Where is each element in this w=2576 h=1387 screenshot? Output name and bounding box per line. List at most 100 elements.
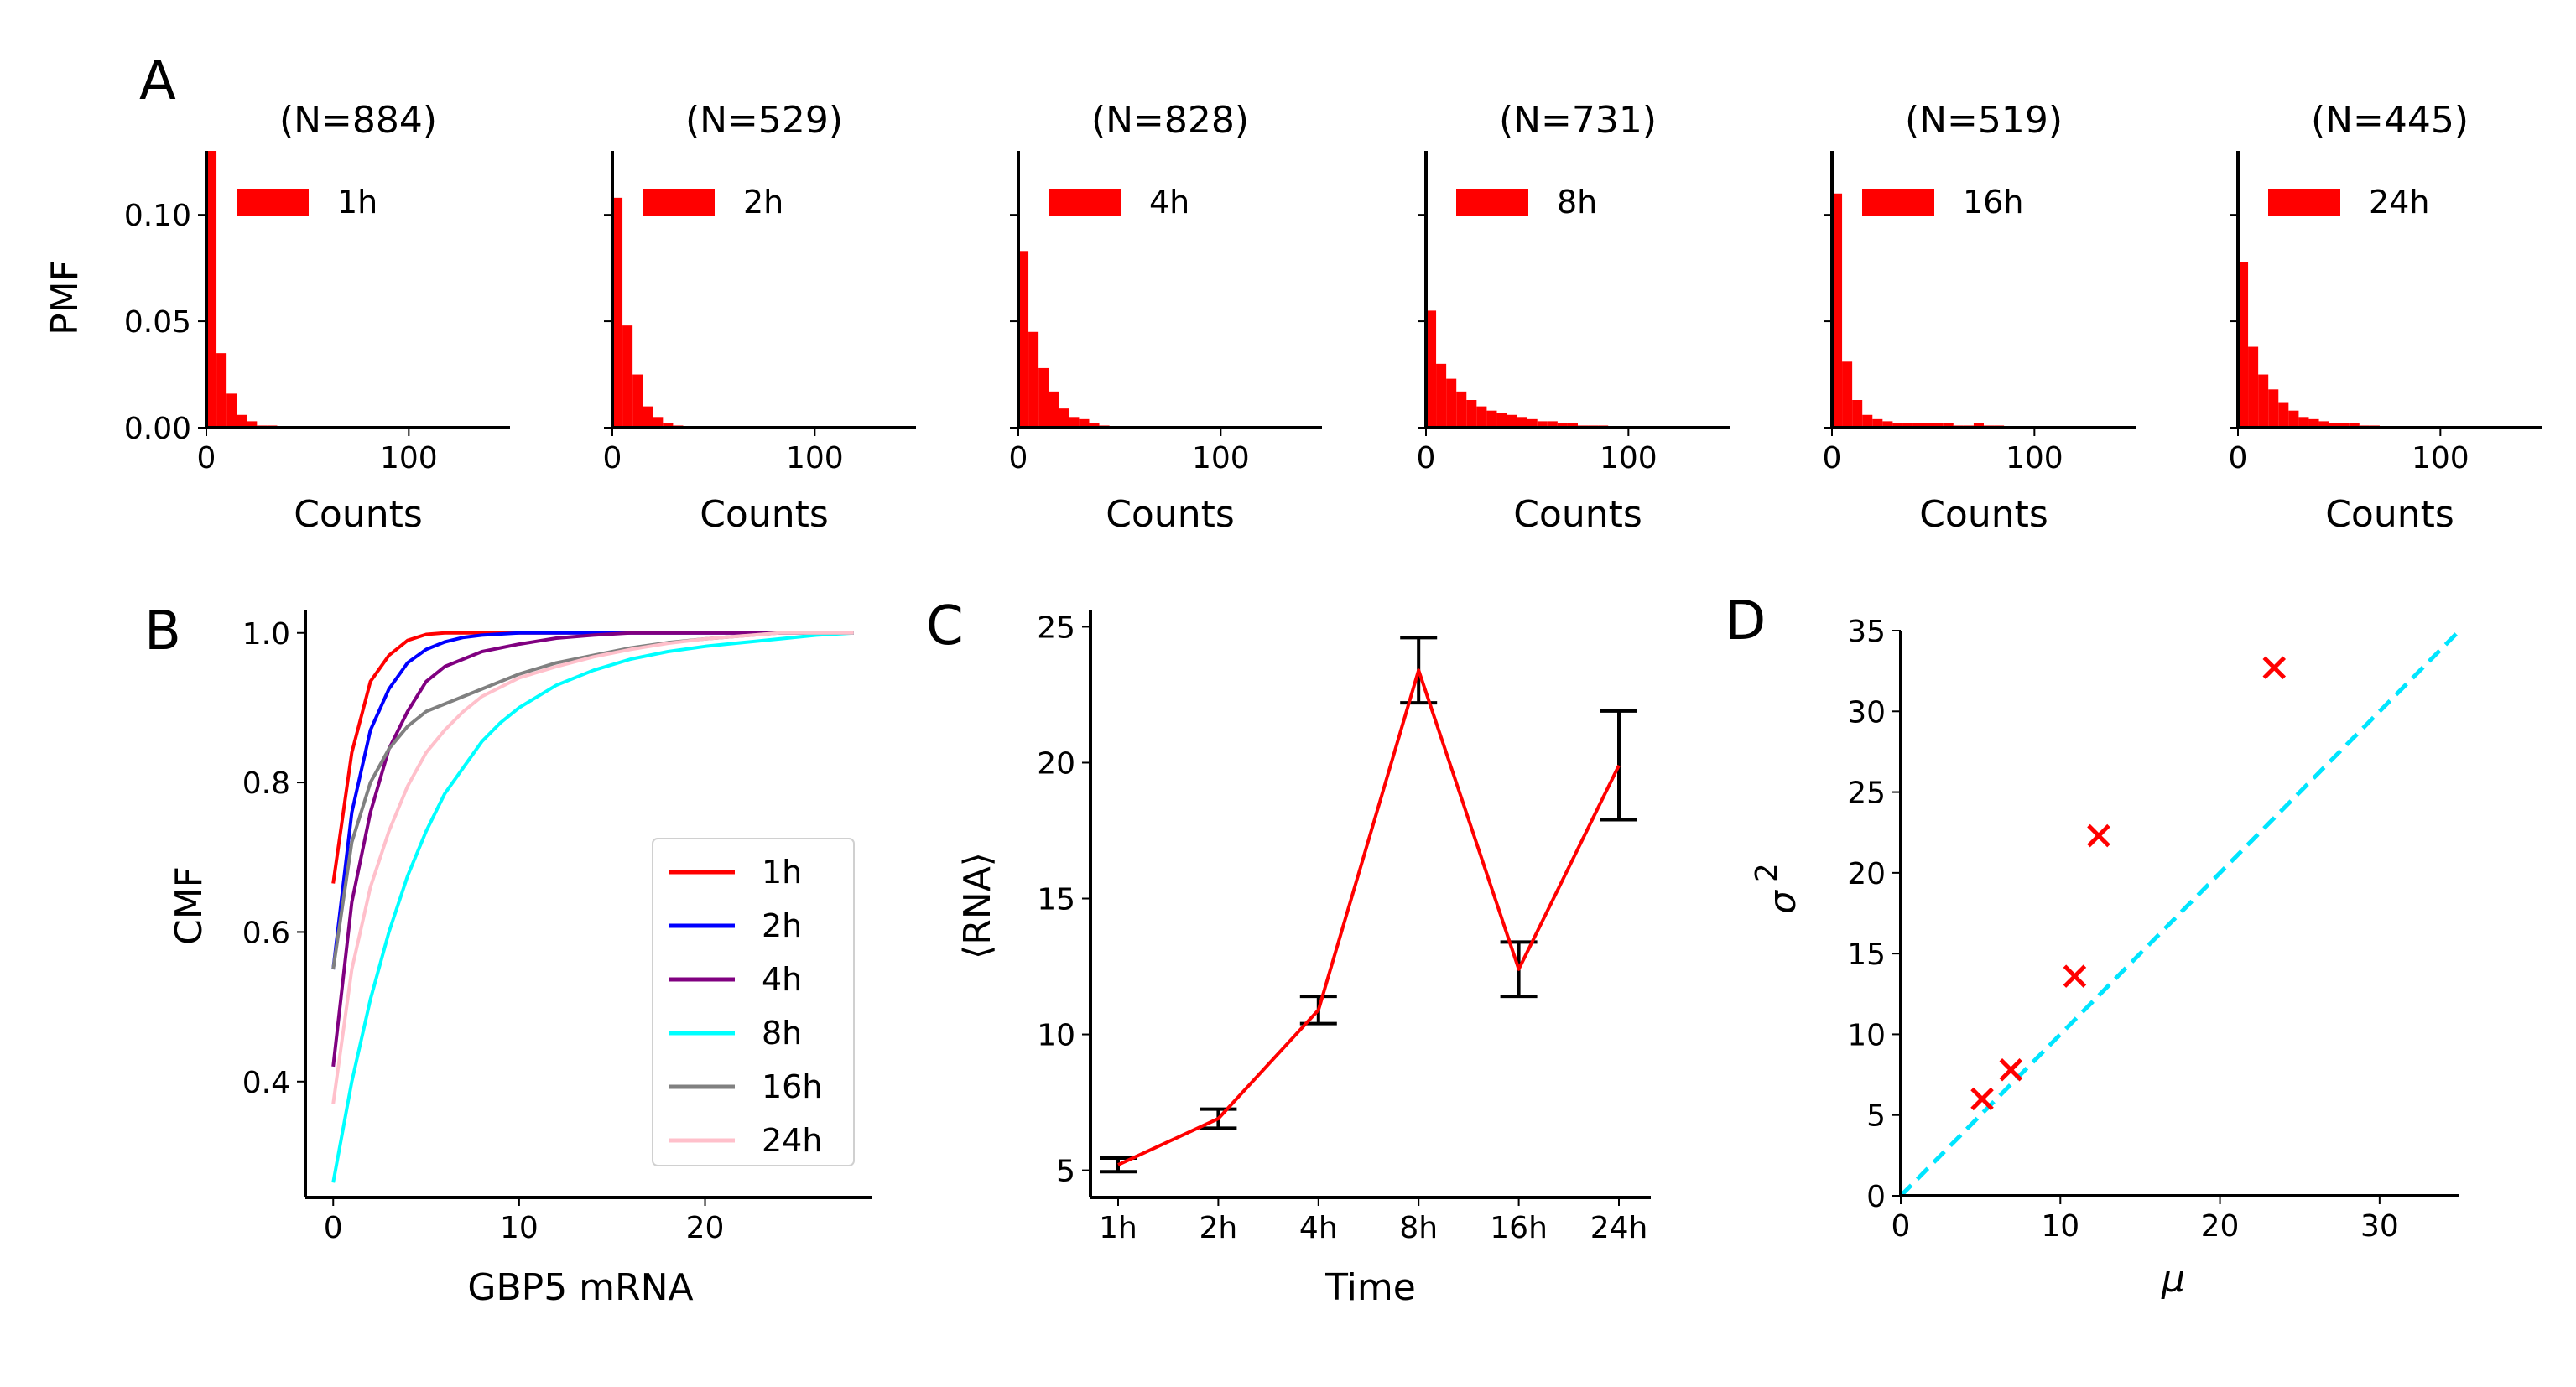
y-axis-label-group: σ2 xyxy=(1750,863,1804,914)
histogram-bar xyxy=(216,353,227,428)
legend-label: 4h xyxy=(762,961,802,998)
x-tick-label: 30 xyxy=(2360,1209,2399,1244)
histogram-panel-16h: 0 100 (N=519) Counts 16h xyxy=(1823,99,2136,536)
x-tick-label: 10 xyxy=(500,1211,539,1245)
legend-swatch xyxy=(1862,189,1934,216)
x-axis-label: Counts xyxy=(1106,493,1235,536)
histogram-panel-8h: 0 100 (N=731) Counts 8h xyxy=(1417,99,1730,536)
histogram-bar xyxy=(1832,193,1843,428)
legend-box xyxy=(652,838,855,1166)
scatter-point-x-marker xyxy=(2262,656,2287,680)
y-tick-label: 0 xyxy=(1866,1180,1886,1214)
histogram-bar xyxy=(1862,414,1873,428)
histogram-bar xyxy=(247,421,258,428)
histogram-bar xyxy=(237,414,247,428)
legend-label: 1h xyxy=(762,854,802,891)
legend-label: 24h xyxy=(762,1122,822,1159)
histogram-bar xyxy=(1912,423,1923,428)
x-tick-label: 0 xyxy=(1823,441,1842,475)
histogram-bar xyxy=(1842,361,1853,428)
x-marker-stroke xyxy=(1970,1087,1994,1111)
x-tick-label: 16h xyxy=(1490,1211,1548,1245)
histogram-bar xyxy=(1892,423,1903,428)
histogram-bar xyxy=(1059,408,1069,428)
x-tick-label: 100 xyxy=(2412,441,2469,475)
x-tick-label: 0 xyxy=(1417,441,1436,475)
scatter-point-x-marker xyxy=(2087,823,2110,848)
legend-label: 8h xyxy=(762,1015,802,1052)
panel-letter-d: D xyxy=(1725,590,1766,652)
x-axis-label: Time xyxy=(1324,1266,1416,1309)
histogram-bar xyxy=(622,325,633,428)
y-axis-label: σ xyxy=(1762,890,1804,914)
y-tick-label: 0.10 xyxy=(124,199,191,233)
histogram-panel-2h: 0 100 (N=529) Counts 2h xyxy=(603,99,916,536)
y-tick-label: 1.0 xyxy=(242,617,290,652)
histogram-bar xyxy=(2258,374,2269,428)
histogram-bar xyxy=(1089,423,1100,428)
legend-label: 4h xyxy=(1149,184,1189,221)
y-tick-label: 15 xyxy=(1847,938,1886,972)
histogram-bar xyxy=(1486,410,1497,428)
x-tick-label: 0 xyxy=(1892,1209,1911,1244)
y-tick-label: 5 xyxy=(1056,1155,1075,1189)
histogram-bar xyxy=(1018,251,1029,428)
legend-label: 24h xyxy=(2369,184,2429,221)
histogram-bar xyxy=(2268,389,2279,428)
panel-letter-a: A xyxy=(139,50,176,112)
y-axis-label: CMF xyxy=(168,866,211,945)
histogram-bar xyxy=(1943,423,1954,428)
x-marker-stroke xyxy=(2063,964,2087,988)
histogram-title: (N=529) xyxy=(685,99,843,142)
panel-letter-b: B xyxy=(144,600,181,662)
x-marker-stroke xyxy=(1999,1058,2023,1082)
histogram-title: (N=828) xyxy=(1091,99,1249,142)
histogram-bar xyxy=(1567,423,1578,428)
histogram-bar xyxy=(1537,421,1548,428)
y-tick-label: 35 xyxy=(1847,615,1886,649)
cmf-line-4h xyxy=(331,631,854,1068)
histogram-bar xyxy=(1496,413,1507,428)
legend-swatch xyxy=(1456,189,1528,216)
histogram-bar xyxy=(612,197,623,428)
y-axis-label-superscript: 2 xyxy=(1750,863,1784,882)
y-tick-label: 25 xyxy=(1037,610,1075,645)
cmf-line-2h xyxy=(331,631,854,970)
histogram-bar xyxy=(2238,262,2249,428)
histogram-bar xyxy=(1872,418,1883,428)
histogram-bar xyxy=(1028,331,1039,428)
histogram-bar xyxy=(1466,400,1477,428)
histogram-bar xyxy=(2248,346,2259,428)
mean-rna-panel: 1h 2h 4h 8h 16h 24h 5 10 15 20 25 Time ⟨RNA⟩ xyxy=(956,610,1651,1309)
histogram-title: (N=445) xyxy=(2311,99,2469,142)
legend-swatch xyxy=(2268,189,2340,216)
x-tick-label: 1h xyxy=(1099,1211,1137,1245)
y-tick-label: 0.05 xyxy=(124,305,191,340)
x-tick-label: 0 xyxy=(603,441,622,475)
cmf-line-1h xyxy=(331,631,854,884)
legend-label: 2h xyxy=(762,907,802,944)
histogram-bar xyxy=(2318,421,2329,428)
x-axis-label: Counts xyxy=(1513,493,1642,536)
legend-label: 2h xyxy=(743,184,783,221)
identity-reference-line xyxy=(1899,629,2461,1197)
y-tick-label: 0.8 xyxy=(242,766,290,801)
y-tick-label: 0.00 xyxy=(124,412,191,446)
y-axis-label: ⟨RNA⟩ xyxy=(956,852,999,959)
histogram-bar xyxy=(1882,421,1893,428)
y-tick-label: 20 xyxy=(1037,746,1075,781)
x-tick-label: 0 xyxy=(2229,441,2248,475)
histogram-bar xyxy=(1933,423,1944,428)
y-tick-label: 30 xyxy=(1847,695,1886,730)
histogram-bar xyxy=(226,393,237,428)
x-tick-label: 20 xyxy=(2201,1209,2240,1244)
y-tick-label: 15 xyxy=(1037,883,1075,917)
histogram-bar xyxy=(1527,418,1538,428)
panel-letter-c: C xyxy=(926,595,964,657)
x-tick-label: 8h xyxy=(1399,1211,1438,1245)
histogram-panel-4h: 0 100 (N=828) Counts 4h xyxy=(1009,99,1322,536)
histogram-bar xyxy=(2349,423,2360,428)
histogram-bar xyxy=(1049,391,1059,428)
